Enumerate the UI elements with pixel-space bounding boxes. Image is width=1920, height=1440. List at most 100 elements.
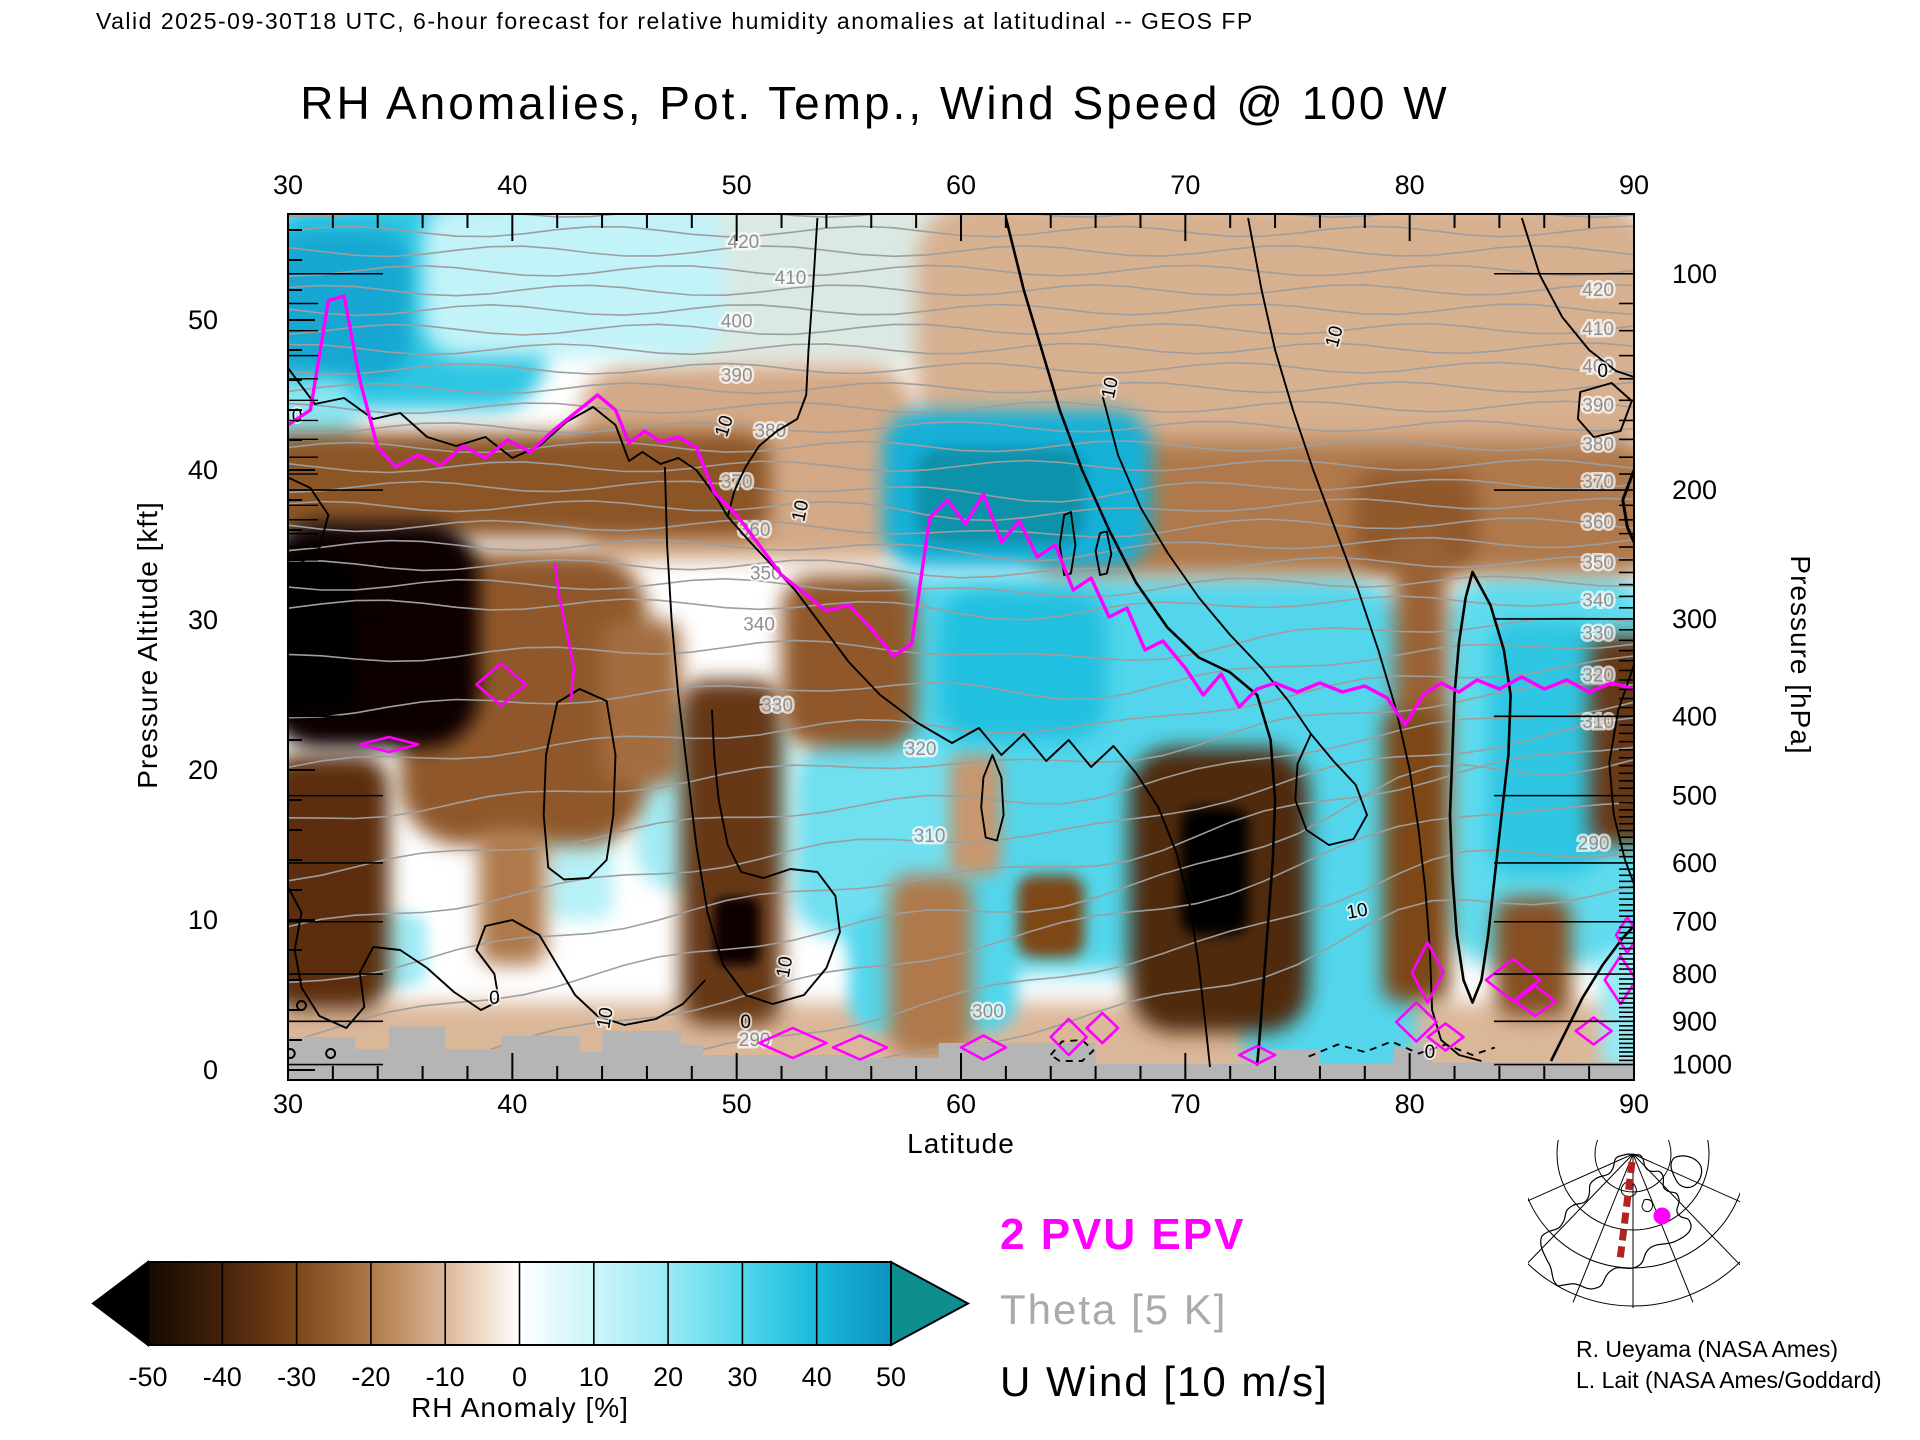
rh-anomaly-field [288, 214, 1634, 1080]
colorbar-tick-label: -40 [203, 1362, 242, 1392]
theta-label: 420 [728, 232, 760, 253]
colorbar-tick-label: 50 [876, 1362, 906, 1392]
y-right-tick: 700 [1672, 907, 1717, 937]
uwind-label: 0 [1425, 1042, 1436, 1063]
uwind-label: 10 [1098, 375, 1123, 400]
graticule-meridian [1632, 1153, 1740, 1266]
legend-uwind: U Wind [10 m/s] [1000, 1358, 1329, 1405]
theta-label: 340 [743, 615, 775, 636]
y-left-tick: 20 [188, 755, 218, 785]
x-tick-top: 40 [497, 170, 527, 200]
valid-time-line: Valid 2025-09-30T18 UTC, 6-hour forecast… [96, 8, 1254, 34]
uwind-label: 0 [740, 1012, 751, 1033]
page-title: RH Anomalies, Pot. Temp., Wind Speed @ 1… [300, 77, 1450, 129]
graticule-meridian [1528, 1153, 1634, 1264]
pvu-contour [288, 294, 1634, 1066]
coastline-greenland [1670, 1155, 1703, 1189]
graticule-meridian [1528, 1153, 1634, 1202]
legend-pvu: 2 PVU EPV [1000, 1210, 1246, 1259]
theta-label: 350 [1582, 553, 1614, 574]
tick-labels: 3030404050506060707080809090010203040501… [188, 170, 1732, 1119]
theta-label: 370 [721, 472, 753, 493]
legend-theta: Theta [5 K] [1000, 1286, 1228, 1333]
colorbar-tick-label: 20 [653, 1362, 683, 1392]
y-right-tick: 1000 [1672, 1050, 1732, 1080]
theta-label: 320 [905, 739, 937, 760]
uwind-label: 10 [788, 498, 813, 523]
coastline-north-america [1540, 1153, 1692, 1290]
x-tick-bottom: 90 [1619, 1089, 1649, 1119]
credit-line-2: L. Lait (NASA Ames/Goddard) [1576, 1367, 1882, 1393]
rh-feature [602, 620, 681, 785]
theta-label: 330 [1582, 624, 1614, 645]
y-right-tick: 500 [1672, 781, 1717, 811]
x-tick-top: 90 [1619, 170, 1649, 200]
rh-feature [916, 447, 1085, 545]
y-right-tick: 900 [1672, 1006, 1717, 1036]
x-tick-bottom: 50 [722, 1089, 752, 1119]
theta-label: 390 [1582, 396, 1614, 417]
theta-label: 380 [754, 421, 786, 442]
uwind-label: 0 [1597, 361, 1608, 382]
uwind-label: 10 [773, 955, 797, 979]
colorbar-right-arrow [890, 1260, 971, 1347]
colorbar-left-arrow [91, 1259, 149, 1348]
station-marker-dot [1653, 1207, 1671, 1225]
rh-feature [1028, 440, 1634, 575]
colorbar-tick-label: -10 [426, 1362, 465, 1392]
theta-label: 330 [761, 696, 793, 717]
uwind-label: 0 [489, 988, 500, 1009]
colorbar-tick-label: 0 [512, 1362, 527, 1392]
theta-label: 400 [721, 312, 753, 333]
y-left-tick: 0 [203, 1055, 218, 1085]
rh-feature [938, 590, 1107, 740]
x-tick-top: 60 [946, 170, 976, 200]
rh-feature [288, 560, 356, 710]
theta-label: 310 [1582, 712, 1614, 733]
theta-label: 360 [1582, 513, 1614, 534]
y-right-axis-title: Pressure [hPa] [1785, 555, 1816, 755]
y-right-tick: 300 [1672, 604, 1717, 634]
theta-labels: 420 410 400 390 380 370 360 350 340 330 320 310 300 2… [718, 230, 1616, 1054]
theta-label: 290 [1578, 834, 1610, 855]
rh-feature [288, 755, 389, 1010]
theta-label: 420 [1582, 280, 1614, 301]
y-left-tick: 10 [188, 905, 218, 935]
y-right-tick: 400 [1672, 701, 1717, 731]
colorbar-tick-label: 10 [579, 1362, 609, 1392]
x-tick-bottom: 60 [946, 1089, 976, 1119]
uwind-label: 10 [593, 1006, 617, 1030]
theta-label: 410 [1582, 319, 1614, 340]
colorbar-tick-label: -50 [128, 1362, 167, 1392]
colorbar: -50 -40 -30 -20 -10 0 10 20 30 40 50 [91, 1259, 971, 1392]
theta-label: 400 [1582, 357, 1614, 378]
theta-contours [288, 214, 1634, 1066]
rh-feature [949, 755, 1002, 875]
x-tick-bottom: 70 [1170, 1089, 1200, 1119]
rh-feature [1600, 950, 1634, 1070]
colorbar-tick-label: 30 [727, 1362, 757, 1392]
y-right-tick: 800 [1672, 959, 1717, 989]
colorbar-tick-label: -20 [351, 1362, 390, 1392]
rh-feature [646, 214, 1006, 365]
colorbar-tick-label: 40 [802, 1362, 832, 1392]
y-left-tick: 40 [188, 455, 218, 485]
theta-label: 390 [721, 366, 753, 387]
uwind-label: 10 [1345, 899, 1369, 923]
credit-line-1: R. Ueyama (NASA Ames) [1576, 1336, 1839, 1362]
x-tick-top: 30 [273, 170, 303, 200]
x-tick-top: 70 [1170, 170, 1200, 200]
theta-label: 350 [750, 564, 782, 585]
rh-feature [1017, 875, 1085, 958]
transect-line-100w [1616, 1161, 1636, 1261]
x-tick-bottom: 30 [273, 1089, 303, 1119]
theta-label: 380 [1582, 435, 1614, 456]
theta-label: 370 [1582, 472, 1614, 493]
y-right-tick: 200 [1672, 475, 1717, 505]
y-right-tick: 100 [1672, 259, 1717, 289]
theta-label: 310 [914, 826, 946, 847]
y-left-tick: 50 [188, 305, 218, 335]
x-tick-top: 80 [1395, 170, 1425, 200]
